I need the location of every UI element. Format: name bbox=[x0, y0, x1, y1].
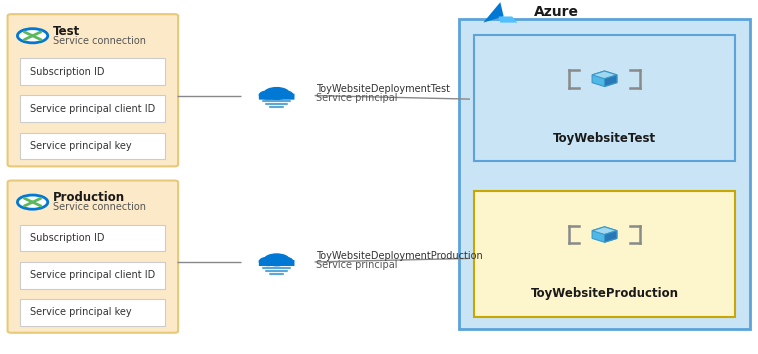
Circle shape bbox=[278, 257, 293, 264]
Circle shape bbox=[264, 254, 290, 266]
FancyBboxPatch shape bbox=[20, 58, 165, 85]
Circle shape bbox=[259, 91, 277, 99]
Circle shape bbox=[259, 257, 277, 266]
Polygon shape bbox=[499, 17, 517, 23]
Text: ToyWebsiteDeploymentTest: ToyWebsiteDeploymentTest bbox=[316, 84, 450, 94]
Circle shape bbox=[278, 91, 293, 98]
Text: Azure: Azure bbox=[534, 5, 579, 19]
Text: Service principal key: Service principal key bbox=[30, 307, 131, 318]
FancyBboxPatch shape bbox=[20, 133, 165, 159]
Polygon shape bbox=[592, 71, 617, 86]
Text: Service principal key: Service principal key bbox=[30, 141, 131, 151]
Text: Subscription ID: Subscription ID bbox=[30, 233, 104, 243]
FancyBboxPatch shape bbox=[258, 93, 294, 100]
Text: ToyWebsiteTest: ToyWebsiteTest bbox=[553, 132, 656, 144]
Polygon shape bbox=[484, 2, 503, 23]
FancyBboxPatch shape bbox=[258, 260, 294, 266]
Text: Service principal: Service principal bbox=[316, 93, 398, 103]
FancyBboxPatch shape bbox=[474, 35, 735, 161]
Polygon shape bbox=[592, 71, 617, 79]
Circle shape bbox=[17, 195, 48, 209]
Text: ToyWebsiteDeploymentProduction: ToyWebsiteDeploymentProduction bbox=[316, 251, 483, 261]
Text: Service principal client ID: Service principal client ID bbox=[30, 104, 155, 114]
Text: Service principal client ID: Service principal client ID bbox=[30, 270, 155, 280]
Text: Service principal: Service principal bbox=[316, 260, 398, 270]
Polygon shape bbox=[605, 231, 617, 242]
FancyBboxPatch shape bbox=[20, 96, 165, 122]
FancyBboxPatch shape bbox=[8, 14, 178, 166]
Text: Production: Production bbox=[53, 192, 125, 204]
FancyBboxPatch shape bbox=[8, 181, 178, 333]
Text: Test: Test bbox=[53, 25, 80, 38]
Polygon shape bbox=[605, 75, 617, 86]
Text: Subscription ID: Subscription ID bbox=[30, 67, 104, 77]
Text: Service connection: Service connection bbox=[53, 36, 146, 46]
Text: Service connection: Service connection bbox=[53, 202, 146, 212]
FancyBboxPatch shape bbox=[20, 225, 165, 251]
FancyBboxPatch shape bbox=[474, 191, 735, 317]
Polygon shape bbox=[592, 227, 617, 242]
Circle shape bbox=[264, 88, 290, 99]
FancyBboxPatch shape bbox=[459, 19, 750, 329]
FancyBboxPatch shape bbox=[20, 299, 165, 326]
Polygon shape bbox=[592, 227, 617, 235]
Circle shape bbox=[17, 29, 48, 43]
FancyBboxPatch shape bbox=[20, 262, 165, 289]
Text: ToyWebsiteProduction: ToyWebsiteProduction bbox=[531, 287, 678, 300]
